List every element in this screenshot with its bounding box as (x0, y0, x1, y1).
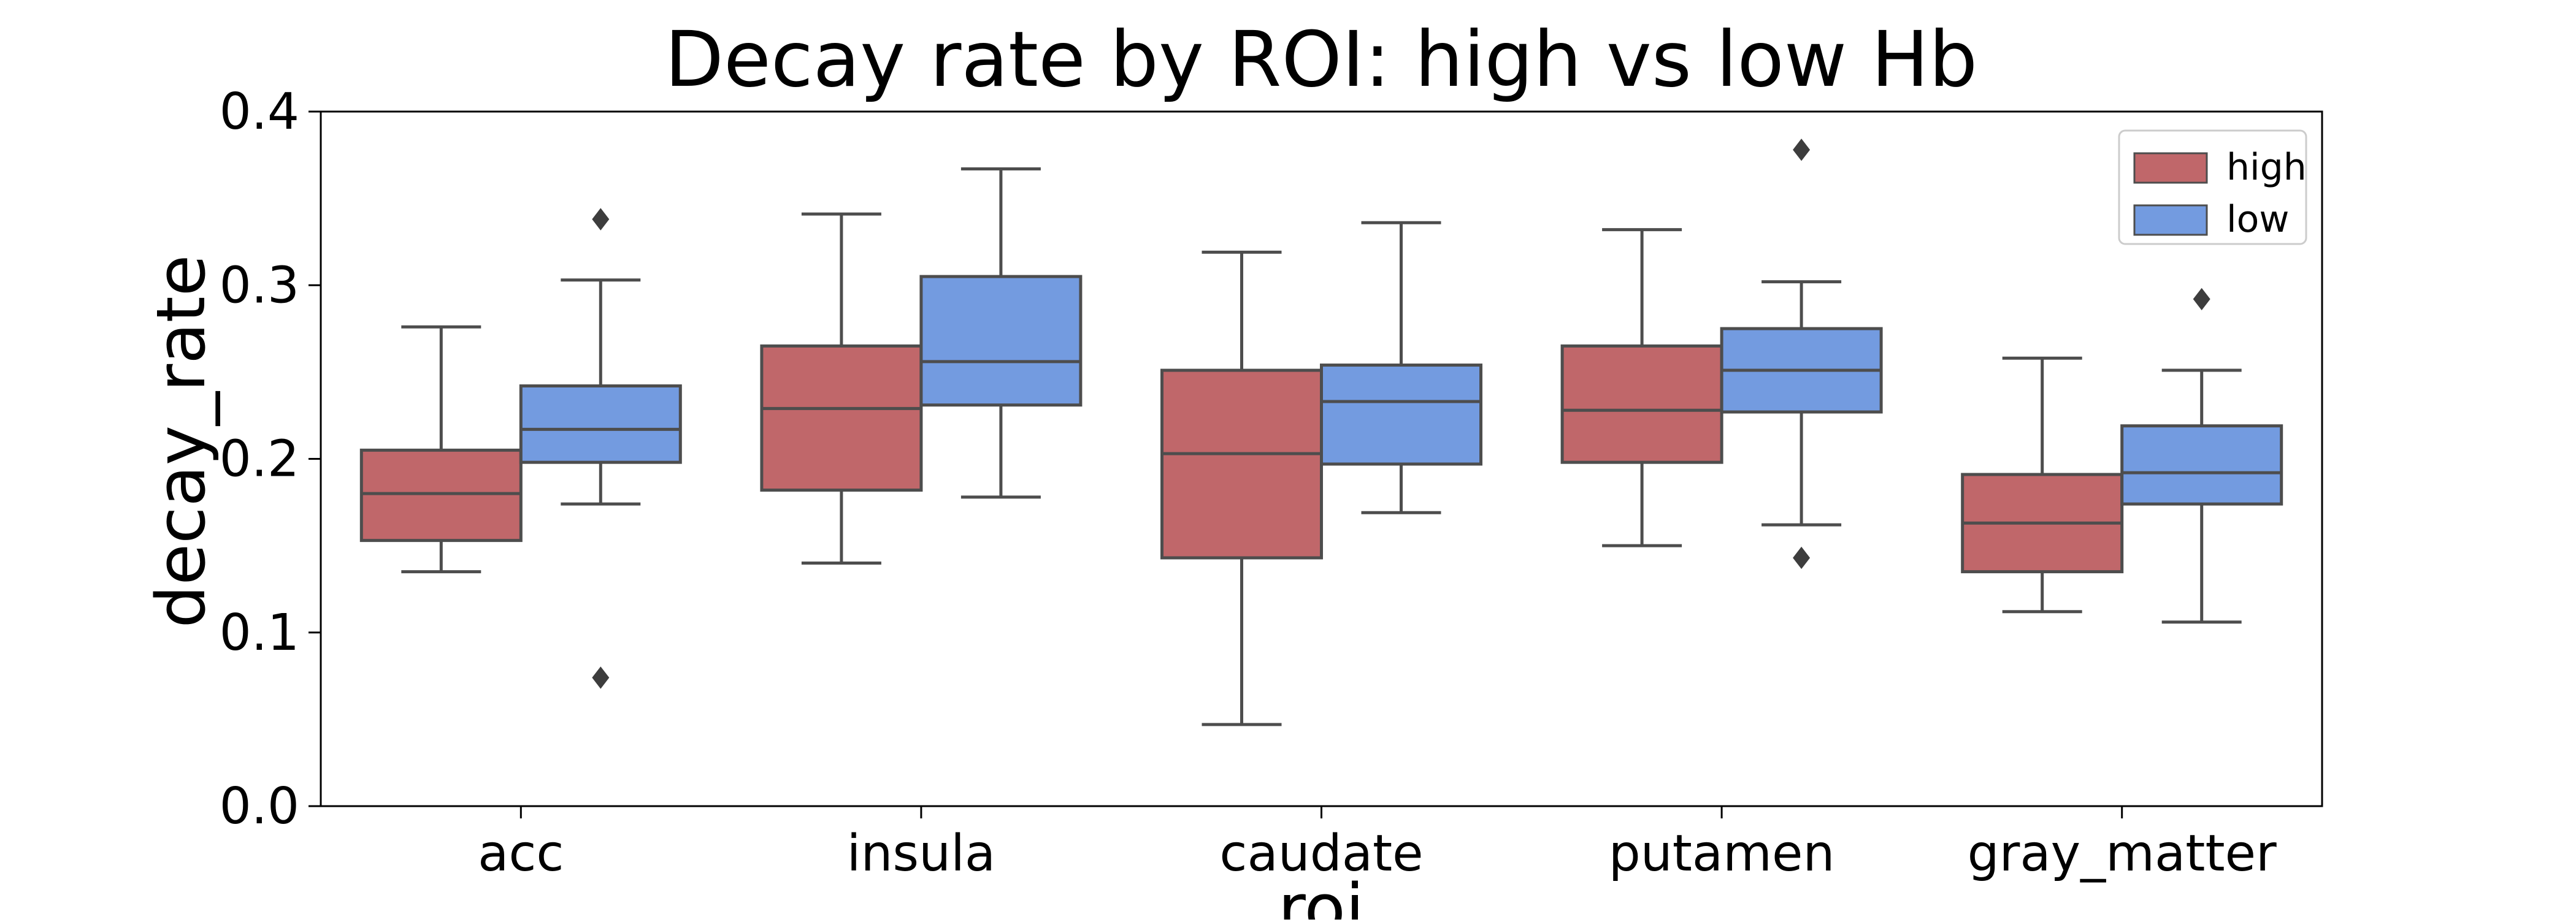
x-axis-label: roi (1278, 869, 1365, 920)
box-iqr (919, 275, 1083, 407)
y-tick-label: 0.2 (220, 430, 299, 489)
box-iqr (519, 384, 682, 464)
plot-area: 0.0 0.1 0.2 0.3 0.4 acc insula caudate putamen gr… (220, 83, 2323, 883)
box-low-putamen (1720, 139, 1883, 570)
y-axis-label: decay_rate (142, 255, 220, 628)
legend-label-low: low (2226, 198, 2289, 241)
box-iqr (1320, 364, 1482, 466)
box-low-caudate (1320, 221, 1482, 514)
outlier-point (1793, 139, 1811, 161)
outlier-point (1793, 546, 1811, 570)
box-iqr (2120, 424, 2283, 506)
box-high-insula (760, 212, 923, 565)
chart-title: Decay rate by ROI: high vs low Hb (665, 15, 1977, 104)
legend-swatch-high (2133, 152, 2208, 184)
box-iqr (1560, 344, 1723, 464)
y-tick-label: 0.4 (220, 83, 299, 141)
y-tick-label: 0.0 (220, 777, 299, 836)
legend-label-high: high (2226, 146, 2307, 189)
box-iqr (1160, 368, 1323, 560)
box-iqr (359, 448, 523, 543)
x-tick-label: putamen (1609, 825, 1835, 883)
x-tick-label: acc (478, 825, 564, 883)
x-tick-label: insula (847, 825, 995, 883)
box-iqr (760, 344, 923, 492)
outlier-point (2193, 288, 2210, 311)
box-high-acc (359, 325, 523, 574)
box-high-caudate (1160, 250, 1323, 726)
x-tick-label: gray_matter (1968, 825, 2277, 883)
box-high-gray_matter (1961, 356, 2124, 614)
box-low-acc (519, 208, 682, 689)
x-tick-label: caudate (1219, 825, 1423, 883)
y-tick-label: 0.1 (220, 604, 299, 662)
outlier-point (592, 208, 610, 230)
legend: high low (2118, 129, 2307, 245)
outlier-point (592, 666, 610, 689)
box-low-insula (919, 167, 1083, 499)
box-high-putamen (1560, 228, 1723, 547)
y-tick-label: 0.3 (220, 256, 299, 314)
legend-swatch-low (2133, 204, 2208, 236)
box-low-gray_matter (2120, 288, 2283, 624)
